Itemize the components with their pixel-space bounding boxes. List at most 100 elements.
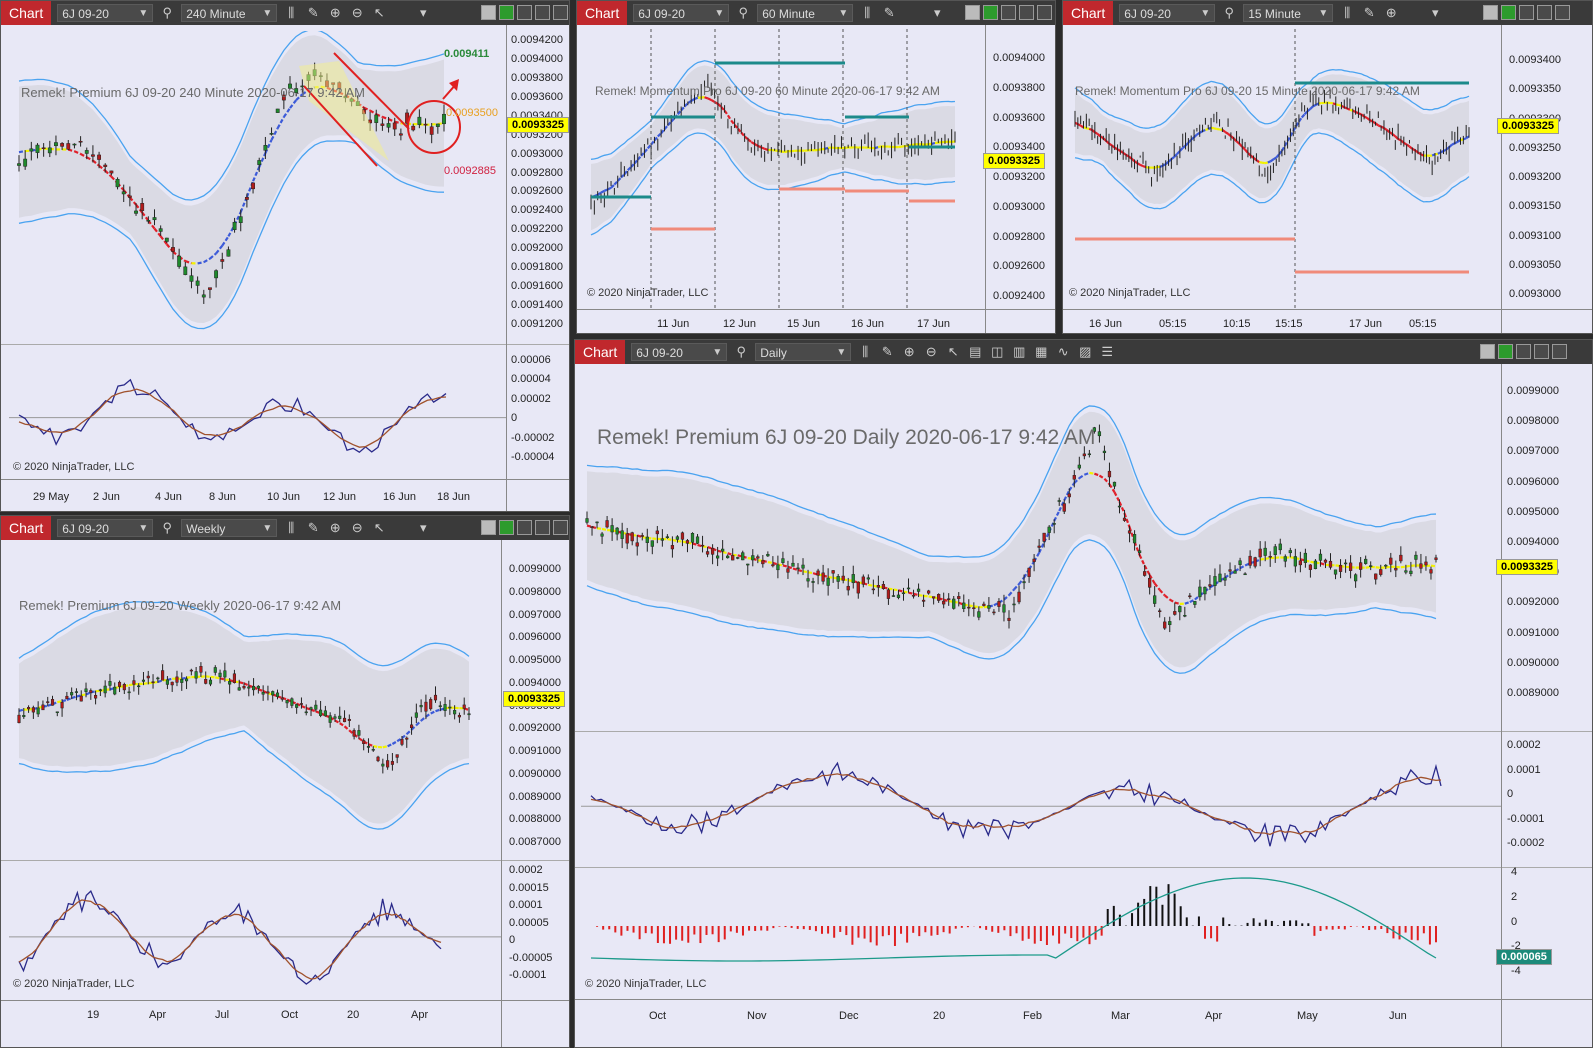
bars-type-icon[interactable]: ⫼ [288, 5, 295, 20]
instrument-selector[interactable]: 6J 09-20 ▼ [57, 4, 154, 22]
zoom-in-icon[interactable]: ⊕ [1385, 5, 1397, 20]
dropdown-icon[interactable]: ▾ [933, 5, 941, 20]
instrument-selector[interactable]: 6J 09-20 ▼ [631, 343, 728, 361]
zoom-in-icon[interactable]: ⊕ [329, 5, 341, 20]
maximize-button[interactable] [535, 520, 550, 535]
maximize-button[interactable] [1537, 5, 1552, 20]
minimize-button[interactable] [517, 520, 532, 535]
price-plot[interactable] [9, 31, 506, 343]
candle-body [1243, 573, 1247, 576]
search-icon[interactable]: ⚲ [162, 5, 172, 20]
candle-body [175, 676, 179, 683]
minimize-button[interactable] [1516, 344, 1531, 359]
minimize-button[interactable] [1001, 5, 1016, 20]
chart-trader-icon[interactable]: ▥ [1013, 344, 1026, 359]
bars-type-icon[interactable]: ⫼ [864, 5, 871, 20]
close-button[interactable] [553, 5, 568, 20]
window-color-button[interactable] [481, 520, 496, 535]
chart-tab[interactable]: Chart [1, 1, 52, 25]
zoom-in-icon[interactable]: ⊕ [329, 520, 341, 535]
maximize-button[interactable] [535, 5, 550, 20]
interval-selector[interactable]: 15 Minute ▼ [1243, 4, 1334, 22]
interval-selector[interactable]: Daily ▼ [755, 343, 852, 361]
search-icon[interactable]: ⚲ [736, 344, 746, 359]
properties-icon[interactable]: ◫ [991, 344, 1004, 359]
draw-pencil-icon[interactable]: ✎ [881, 344, 893, 359]
axis-tick-label: 0.0090000 [1507, 656, 1559, 669]
oscillator-plot[interactable] [581, 732, 1501, 867]
indicators-icon[interactable]: ∿ [1057, 344, 1069, 359]
candle-body [429, 126, 434, 135]
candle-body [108, 681, 112, 686]
instrument-selector[interactable]: 6J 09-20 ▼ [1119, 4, 1216, 22]
instrument-selector[interactable]: 6J 09-20 ▼ [633, 4, 730, 22]
moving-average [626, 166, 632, 171]
search-icon[interactable]: ⚲ [1224, 5, 1234, 20]
maximize-button[interactable] [1534, 344, 1549, 359]
draw-pencil-icon[interactable]: ✎ [883, 5, 895, 20]
window-color-button[interactable] [481, 5, 496, 20]
candle-body [161, 670, 165, 681]
oscillator-plot[interactable] [9, 861, 501, 999]
dropdown-icon[interactable]: ▾ [419, 520, 427, 535]
axis-tick-label: 15 Jun [787, 318, 821, 330]
window-color-button[interactable] [1480, 344, 1495, 359]
interval-selector[interactable]: 60 Minute ▼ [757, 4, 854, 22]
window-link-button[interactable] [983, 5, 998, 20]
minimize-button[interactable] [517, 5, 532, 20]
window-link-button[interactable] [1498, 344, 1513, 359]
draw-pencil-icon[interactable]: ✎ [1363, 5, 1375, 20]
close-button[interactable] [1552, 344, 1567, 359]
draw-pencil-icon[interactable]: ✎ [307, 520, 319, 535]
pointer-icon[interactable]: ↖ [373, 5, 385, 20]
minimize-button[interactable] [1519, 5, 1534, 20]
close-button[interactable] [1037, 5, 1052, 20]
close-button[interactable] [553, 520, 568, 535]
dropdown-icon[interactable]: ▾ [419, 5, 427, 20]
bars-type-icon[interactable]: ⫼ [1344, 5, 1351, 20]
pointer-icon[interactable]: ↖ [373, 520, 385, 535]
chart-tab[interactable]: Chart [575, 340, 626, 364]
price-plot[interactable] [9, 546, 501, 860]
window-color-button[interactable] [1483, 5, 1498, 20]
axis-tick-label: -2 [1511, 940, 1521, 953]
pointer-icon[interactable]: ↖ [947, 344, 959, 359]
chart-tab[interactable]: Chart [1063, 1, 1114, 25]
zoom-in-icon[interactable]: ⊕ [903, 344, 915, 359]
candle-body [1268, 556, 1272, 558]
bars-type-icon[interactable]: ⫼ [288, 520, 295, 535]
draw-pencil-icon[interactable]: ✎ [307, 5, 319, 20]
moving-average [723, 110, 729, 116]
price-plot[interactable] [583, 29, 985, 309]
price-plot[interactable] [1069, 29, 1501, 309]
interval-selector[interactable]: Weekly ▼ [181, 519, 278, 537]
list-icon[interactable]: ☰ [1101, 344, 1114, 359]
chart-tab[interactable]: Chart [577, 1, 628, 25]
templates-icon[interactable]: ▨ [1079, 344, 1092, 359]
moving-average [1272, 156, 1277, 161]
zoom-out-icon[interactable]: ⊖ [351, 520, 363, 535]
search-icon[interactable]: ⚲ [162, 520, 172, 535]
data-box-icon[interactable]: ▤ [969, 344, 982, 359]
chart-tab[interactable]: Chart [1, 516, 52, 540]
candle-body [952, 598, 956, 609]
zoom-out-icon[interactable]: ⊖ [925, 344, 937, 359]
bars-type-icon[interactable]: ⫼ [862, 344, 869, 359]
close-button[interactable] [1555, 5, 1570, 20]
strategies-icon[interactable]: ▦ [1035, 344, 1048, 359]
window-color-button[interactable] [965, 5, 980, 20]
moving-average [1083, 471, 1090, 476]
price-plot[interactable] [581, 374, 1501, 730]
window-link-button[interactable] [499, 5, 514, 20]
search-icon[interactable]: ⚲ [738, 5, 748, 20]
instrument-selector[interactable]: 6J 09-20 ▼ [57, 519, 154, 537]
interval-selector[interactable]: 240 Minute ▼ [181, 4, 278, 22]
zoom-out-icon[interactable]: ⊖ [351, 5, 363, 20]
maximize-button[interactable] [1019, 5, 1034, 20]
oscillator-plot[interactable] [9, 345, 506, 477]
moving-average [1400, 565, 1407, 569]
dropdown-icon[interactable]: ▾ [1431, 5, 1439, 20]
window-link-button[interactable] [1501, 5, 1516, 20]
window-link-button[interactable] [499, 520, 514, 535]
histogram-plot[interactable] [581, 868, 1501, 998]
